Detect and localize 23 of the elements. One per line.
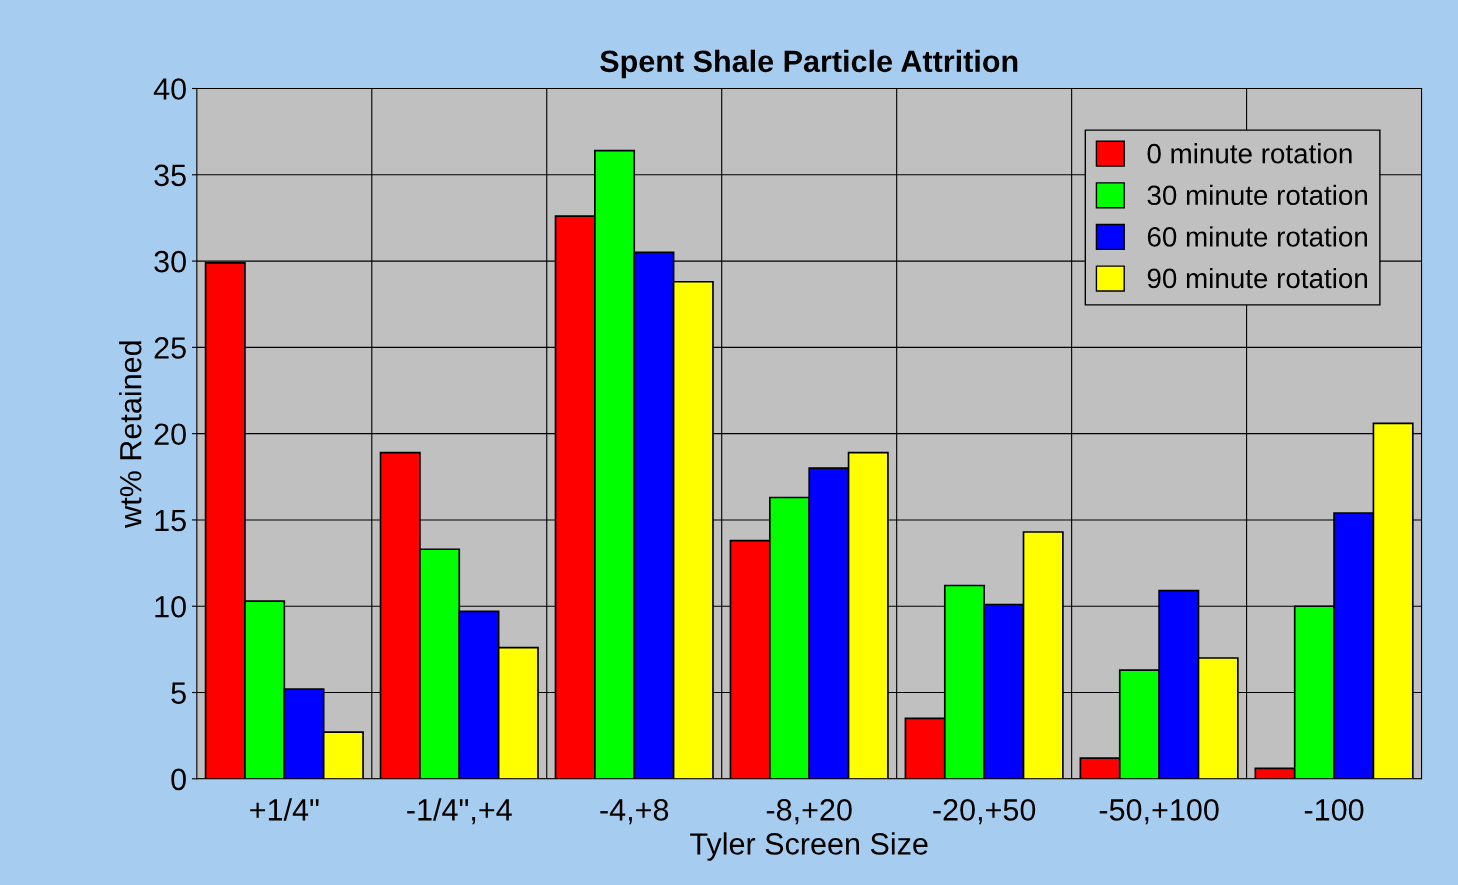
legend-label: 90 minute rotation bbox=[1147, 267, 1367, 289]
x-tick-label: -20,+50 bbox=[933, 799, 1036, 825]
chart-title: Spent Shale Particle Attrition bbox=[600, 49, 1018, 79]
y-tick-label: 40 bbox=[153, 78, 186, 100]
y-tick-label: 30 bbox=[154, 250, 186, 273]
x-tick-label: +1/4" bbox=[250, 798, 319, 821]
x-tick-label: -1/4",+4 bbox=[407, 798, 512, 825]
x-tick-label: -50,+100 bbox=[1099, 799, 1219, 825]
y-axis-title: wt% Retained bbox=[119, 341, 142, 528]
x-axis-title: Tyler Screen Size bbox=[690, 832, 928, 861]
y-tick-label: 0 bbox=[171, 768, 186, 791]
y-tick-label: 15 bbox=[155, 509, 186, 532]
x-tick-label: -100 bbox=[1304, 799, 1364, 821]
y-tick-label: 20 bbox=[154, 423, 186, 446]
y-tick-label: 5 bbox=[171, 682, 186, 704]
legend-label: 30 minute rotation bbox=[1147, 184, 1367, 206]
legend-label: 60 minute rotation bbox=[1147, 226, 1367, 247]
y-tick-label: 10 bbox=[155, 595, 186, 618]
legend-label: 0 minute rotation bbox=[1147, 143, 1352, 164]
x-tick-label: -4,+8 bbox=[600, 799, 669, 825]
y-tick-label: 25 bbox=[154, 337, 186, 359]
x-tick-label: -8,+20 bbox=[766, 799, 852, 825]
y-tick-label: 35 bbox=[154, 164, 186, 187]
